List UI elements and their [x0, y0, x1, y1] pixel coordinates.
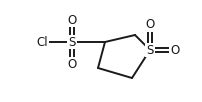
Text: S: S — [146, 43, 154, 57]
Text: O: O — [170, 43, 180, 57]
Text: O: O — [67, 13, 77, 27]
Text: O: O — [145, 18, 155, 32]
Text: O: O — [67, 58, 77, 70]
Text: S: S — [68, 35, 76, 48]
Text: Cl: Cl — [36, 35, 48, 48]
